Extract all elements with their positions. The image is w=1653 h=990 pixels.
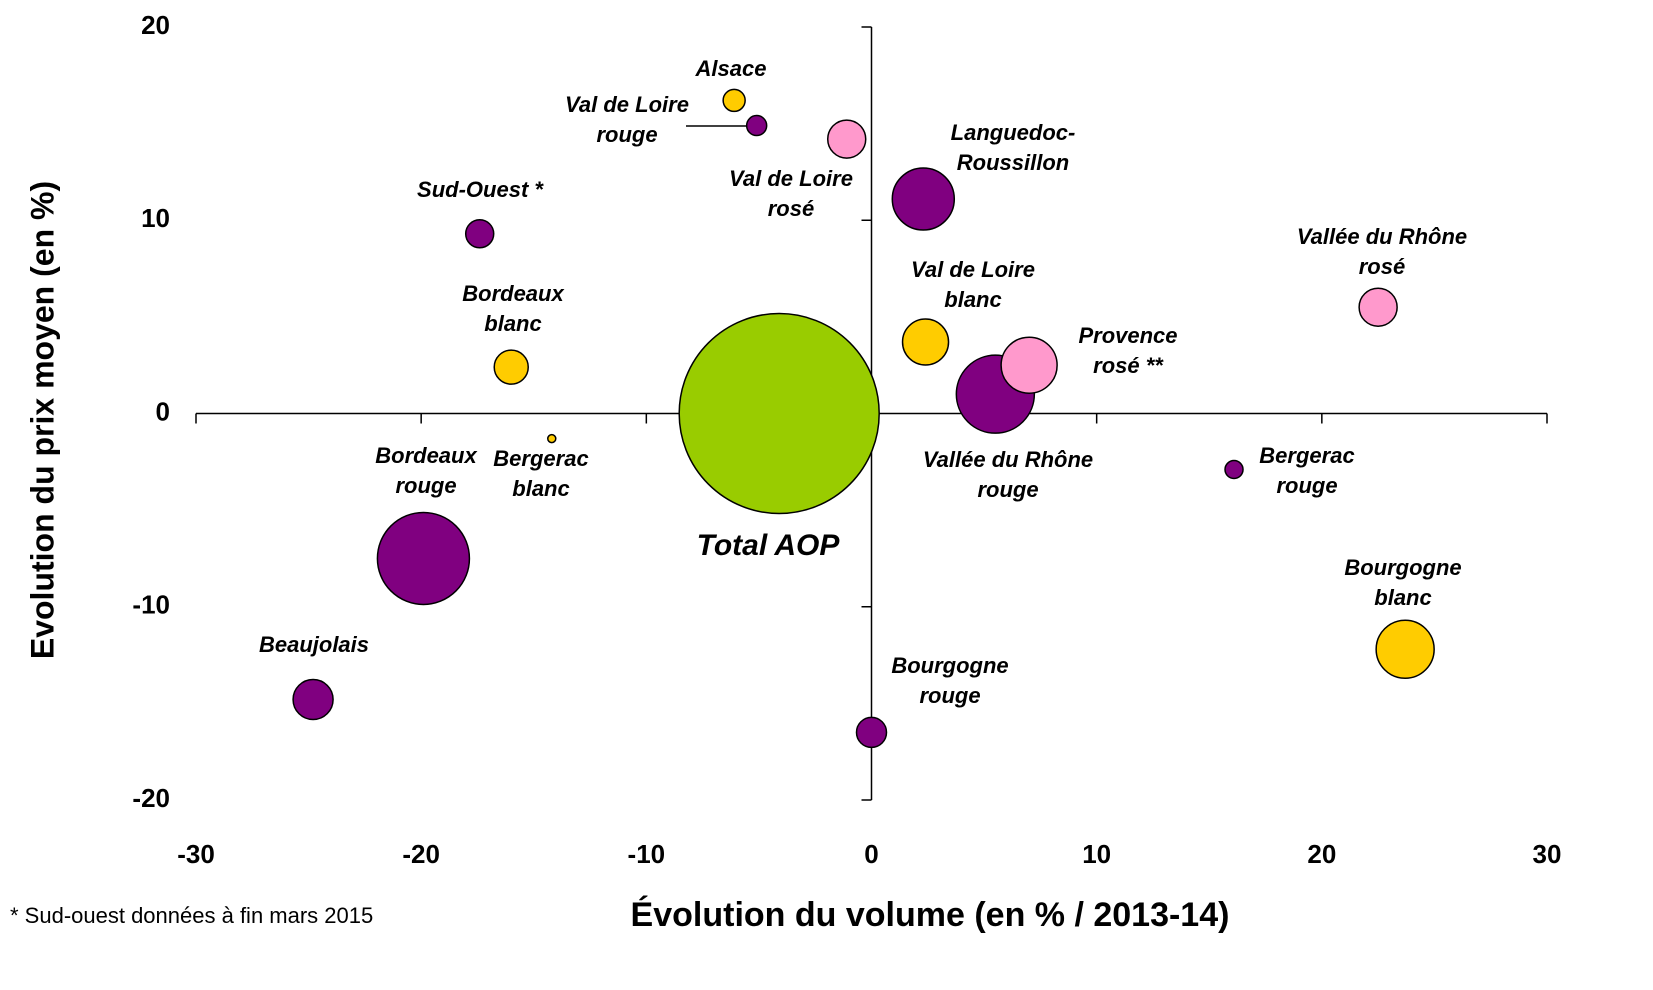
- bubble-label: Vallée du Rhône: [923, 447, 1093, 472]
- bubble-label: rosé: [1359, 254, 1405, 279]
- bubble-label: Alsace: [695, 56, 767, 81]
- bubble-label: blanc: [1374, 585, 1431, 610]
- bubble-label: blanc: [944, 287, 1001, 312]
- bubble-label: rouge: [919, 683, 980, 708]
- x-tick-label: -30: [177, 839, 215, 869]
- bubble-label: rosé **: [1093, 353, 1164, 378]
- bubble-label: rouge: [1276, 473, 1337, 498]
- bubble: [722, 88, 746, 113]
- bubble-label: blanc: [512, 476, 569, 501]
- bubble-label: Sud-Ouest *: [417, 177, 544, 202]
- bubble: [1000, 336, 1058, 394]
- y-tick-label: -20: [132, 783, 170, 813]
- bubble-label: Total AOP: [697, 529, 841, 562]
- bubble: [1375, 619, 1435, 680]
- bubble-label: Vallée du Rhône: [1297, 224, 1467, 249]
- bubble: [493, 349, 529, 385]
- x-tick-label: 20: [1307, 839, 1336, 869]
- bubble: [376, 511, 471, 606]
- bubble-label: Bergerac: [1259, 443, 1354, 468]
- bubble: [745, 114, 768, 137]
- bubble-label: rosé: [768, 196, 814, 221]
- bubble-label: Bourgogne: [1344, 555, 1461, 580]
- bubble-label: rouge: [395, 473, 456, 498]
- y-tick-label: -10: [132, 590, 170, 620]
- bubble-label: Bordeaux: [462, 281, 564, 306]
- bubble: [1358, 287, 1398, 327]
- bubble-label: Roussillon: [957, 150, 1069, 175]
- bubble-label: Bordeaux: [375, 443, 477, 468]
- bubble: [826, 119, 867, 159]
- y-tick-label: 0: [156, 396, 170, 426]
- bubble: [891, 167, 956, 231]
- x-axis-title: Évolution du volume (en % / 2013-14): [631, 896, 1230, 934]
- bubble-label: Beaujolais: [259, 632, 369, 657]
- y-axis-title: Evolution du prix moyen (en %): [24, 181, 60, 659]
- bubble: [292, 678, 334, 721]
- bubble: [464, 219, 495, 249]
- x-tick-label: 30: [1533, 839, 1562, 869]
- bubble-label: Val de Loire: [911, 257, 1035, 282]
- bubble-label: Val de Loire: [565, 92, 689, 117]
- bubble: [547, 433, 557, 444]
- x-tick-label: -20: [402, 839, 440, 869]
- bubble: [1224, 459, 1244, 480]
- bubble: [678, 312, 880, 515]
- y-tick-label: 20: [141, 10, 170, 40]
- x-tick-label: 0: [864, 839, 878, 869]
- x-tick-label: 10: [1082, 839, 1111, 869]
- bubble-label: Val de Loire: [729, 166, 853, 191]
- x-tick-label: -10: [628, 839, 666, 869]
- footnote: * Sud-ouest données à fin mars 2015: [10, 903, 373, 928]
- bubble: [855, 716, 888, 749]
- bubble: [901, 318, 950, 366]
- bubble-label: Bergerac: [493, 446, 588, 471]
- bubble-label: blanc: [484, 311, 541, 336]
- bubble-label: Languedoc-: [951, 120, 1076, 145]
- bubble-label: rouge: [977, 477, 1038, 502]
- y-tick-label: 10: [141, 203, 170, 233]
- bubble-label: Provence: [1078, 323, 1177, 348]
- bubble-label: rouge: [596, 122, 657, 147]
- bubble-label: Bourgogne: [891, 653, 1008, 678]
